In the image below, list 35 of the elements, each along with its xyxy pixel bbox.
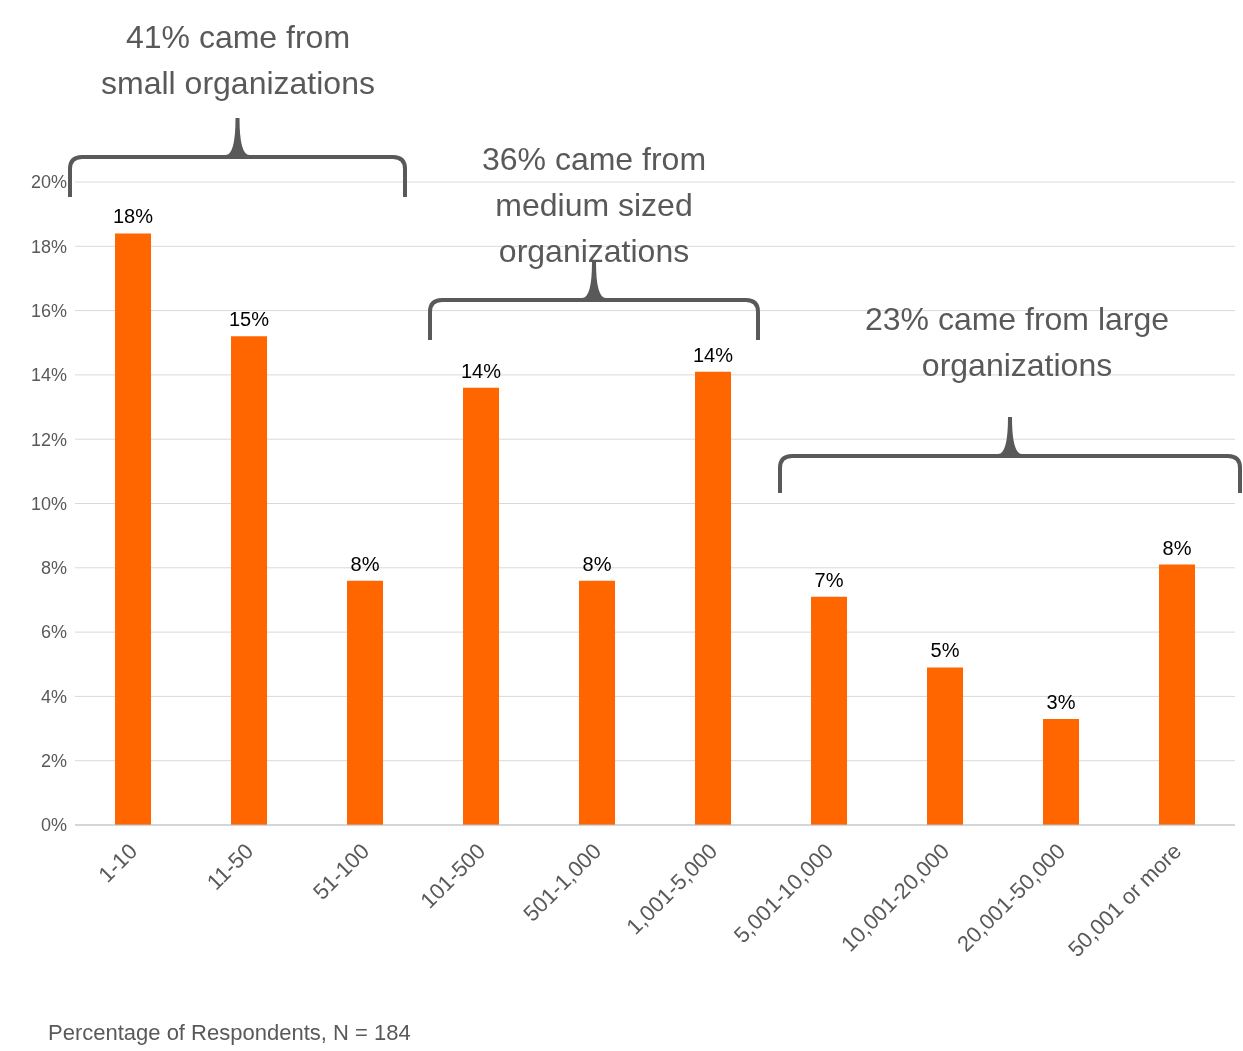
text: 41% came from small organizations [101, 19, 375, 101]
bar [579, 580, 616, 825]
y-tick-label: 18% [30, 236, 67, 257]
data-label: 14% [693, 343, 734, 366]
data-label: 8% [1162, 536, 1192, 559]
bar [115, 233, 152, 825]
bar [927, 667, 964, 825]
y-tick-label: 14% [30, 365, 67, 386]
text: Percentage of Respondents, N = 184 [48, 1020, 411, 1045]
y-tick-label: 2% [40, 751, 67, 772]
data-label: 8% [582, 552, 612, 575]
data-label: 7% [814, 568, 844, 591]
annotation: 23% came from large organizations [864, 301, 1170, 383]
y-tick-label: 6% [40, 622, 67, 643]
bar [231, 336, 268, 825]
data-label: 15% [229, 308, 270, 331]
data-label: 14% [461, 359, 502, 382]
y-tick-label: 20% [30, 172, 67, 193]
y-tick-label: 10% [30, 493, 67, 514]
y-tick-label: 12% [30, 429, 67, 450]
y-tick-label: 8% [40, 558, 67, 579]
data-label: 8% [350, 552, 380, 575]
y-tick-label: 0% [40, 815, 67, 836]
data-label: 3% [1046, 690, 1076, 713]
bar [347, 580, 384, 825]
y-tick-label: 4% [40, 686, 67, 707]
bar [1159, 564, 1196, 825]
data-label: 18% [113, 205, 154, 228]
data-label: 5% [930, 639, 960, 662]
bar [1043, 718, 1080, 825]
annotation: 36% came from medium sized organizations [481, 141, 707, 269]
y-tick-label: 16% [30, 300, 67, 321]
bar [695, 371, 732, 825]
bar [463, 387, 500, 825]
bar [811, 596, 848, 825]
